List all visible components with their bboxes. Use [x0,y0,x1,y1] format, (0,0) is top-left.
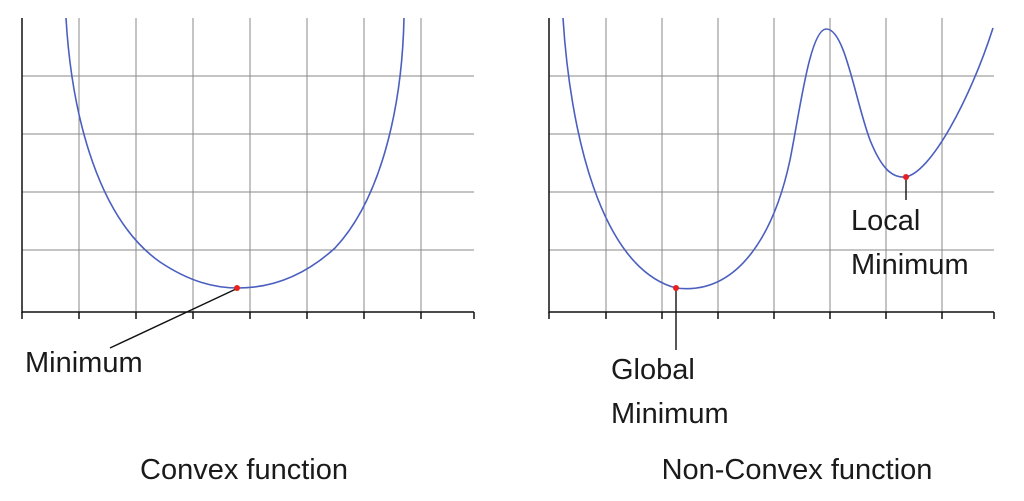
convex-curve [65,17,405,289]
convex-x-ticks [21,312,475,319]
nonconvex-caption: Non-Convex function [662,454,933,486]
local-minimum-point [903,174,909,180]
global-minimum-point [673,285,679,291]
convex-caption: Convex function [140,454,348,486]
global-minimum-label-line2: Minimum [611,398,729,430]
convex-grid [22,18,474,312]
nonconvex-x-ticks [548,312,995,319]
local-minimum-label-line2: Minimum [851,249,969,281]
global-minimum-label-line1: Global [611,354,695,386]
nonconvex-panel: Local Minimum Global Minimum Non-Convex … [548,17,995,486]
local-minimum-label-line1: Local [851,205,920,237]
convex-minimum-pointer [109,288,237,349]
convex-minimum-label: Minimum [25,347,143,379]
convex-panel: Minimum Convex function [21,17,475,486]
nonconvex-grid [549,18,994,312]
convex-minimum-point [234,285,240,291]
